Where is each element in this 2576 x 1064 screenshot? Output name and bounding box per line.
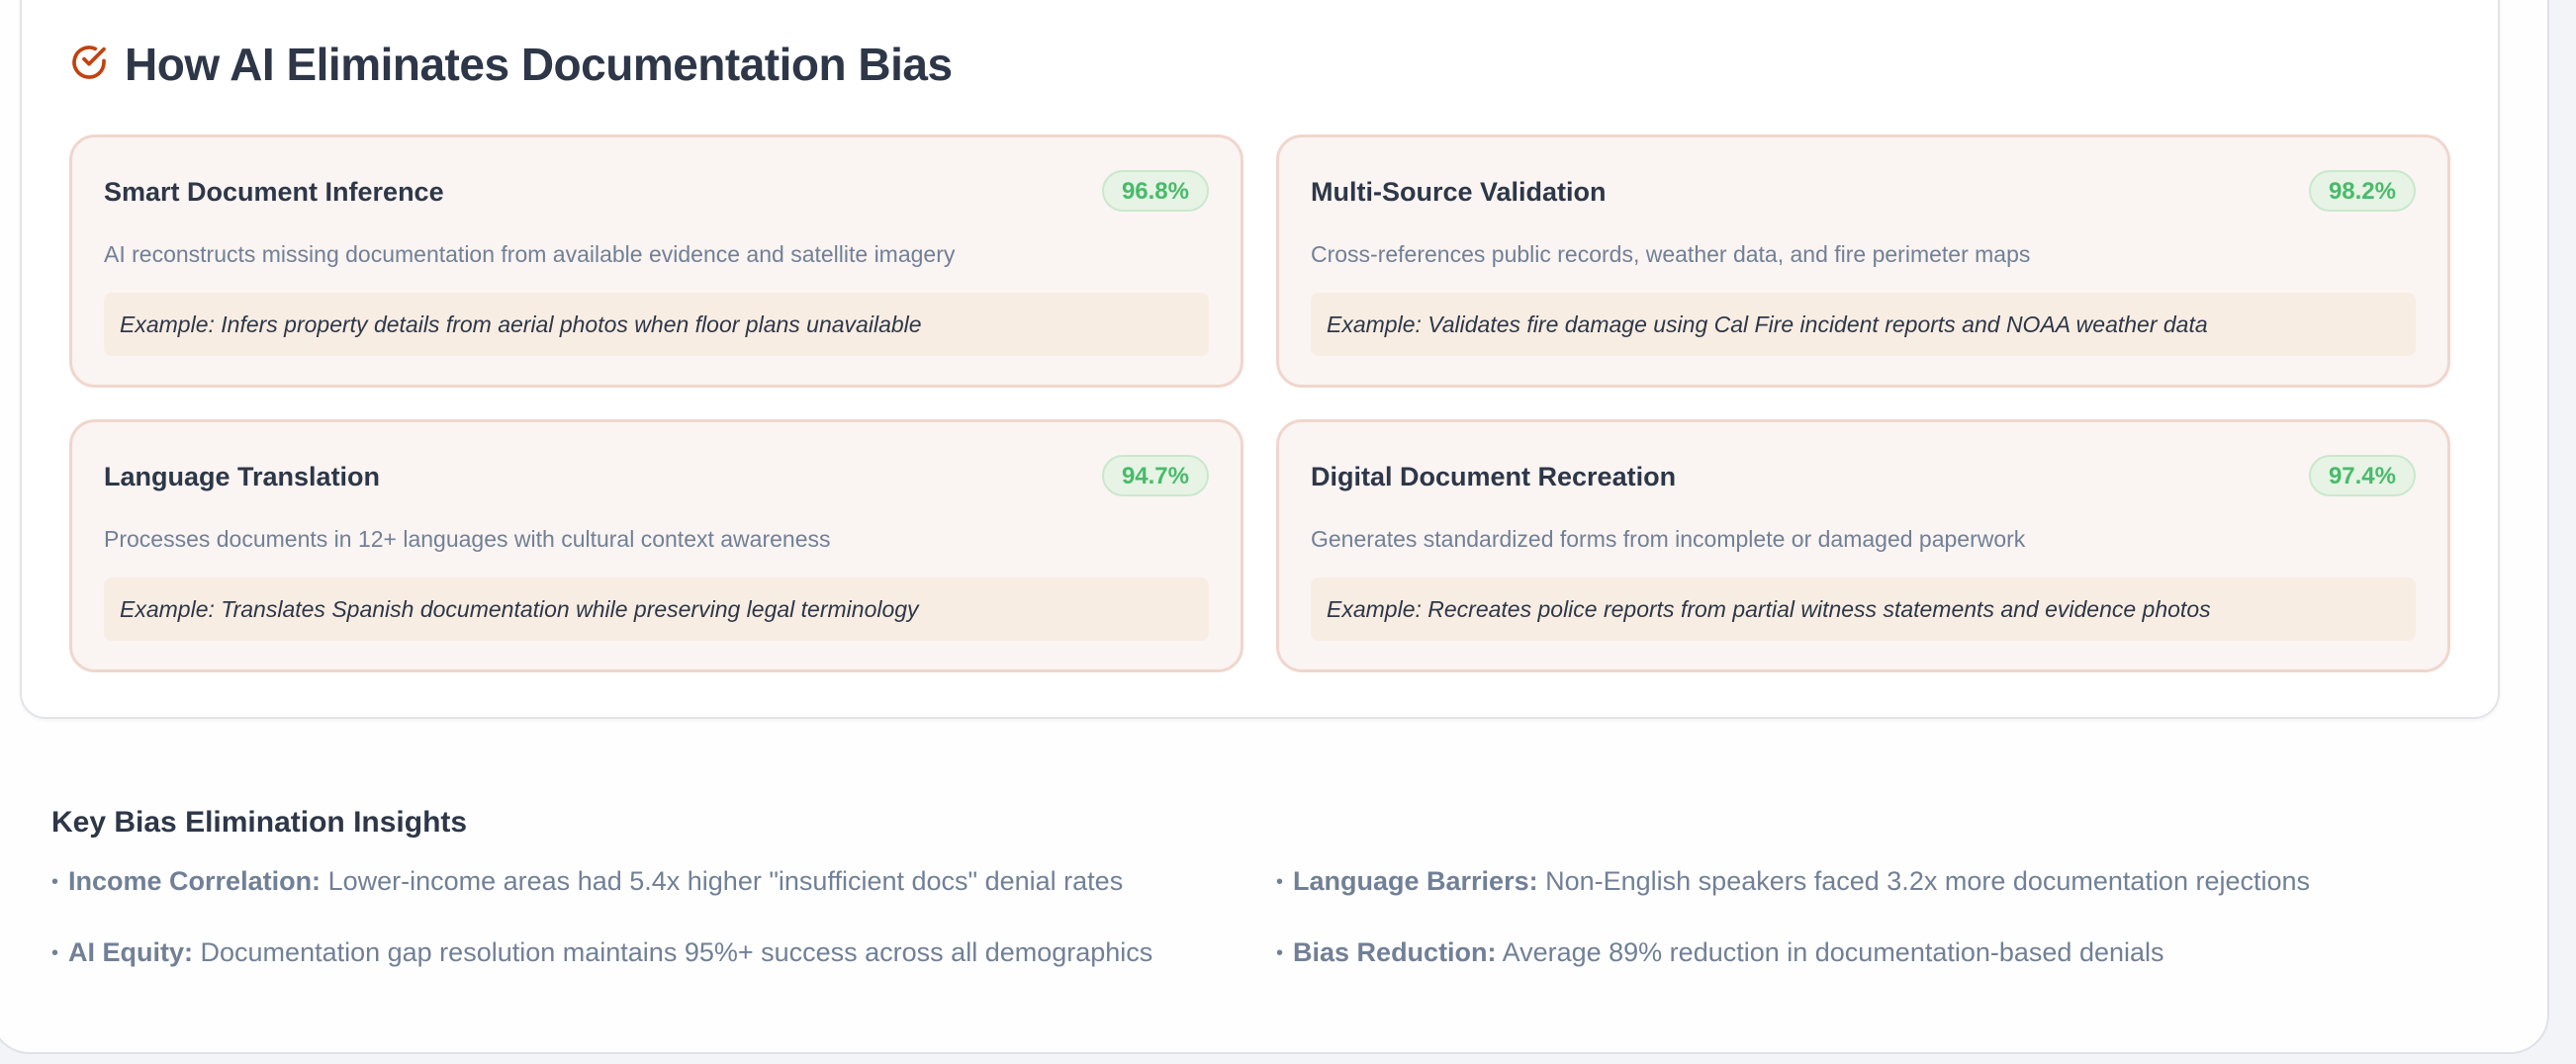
accuracy-badge: 96.8% — [1101, 170, 1209, 212]
card-title: Language Translation — [104, 462, 381, 491]
insight-text: Lower-income areas had 5.4x higher "insu… — [327, 866, 1124, 896]
card-example: Example: Validates fire damage using Cal… — [1311, 293, 2416, 356]
card-example: Example: Infers property details from ae… — [104, 293, 1209, 356]
feature-card: Language Translation 94.7% Processes doc… — [69, 419, 1243, 672]
accuracy-badge: 98.2% — [2308, 170, 2416, 212]
card-description: Processes documents in 12+ languages wit… — [104, 526, 831, 552]
insight-item: • AI Equity: Documentation gap resolution… — [51, 937, 1152, 968]
insight-label: AI Equity: — [68, 937, 194, 967]
accuracy-badge: 97.4% — [2308, 455, 2416, 496]
section-title: How AI Eliminates Documentation Bias — [125, 39, 953, 90]
card-description: AI reconstructs missing documentation fr… — [104, 241, 956, 267]
feature-card: Digital Document Recreation 97.4% Genera… — [1276, 419, 2450, 672]
insight-text: Average 89% reduction in documentation-b… — [1502, 937, 2164, 967]
card-description: Cross-references public records, weather… — [1311, 241, 2031, 267]
card-title: Smart Document Inference — [104, 177, 444, 207]
insight-item: • Language Barriers: Non-English speakers… — [1276, 866, 2310, 897]
insight-text: Non-English speakers faced 3.2x more doc… — [1545, 866, 2311, 896]
insight-label: Language Barriers: — [1293, 866, 1538, 896]
feature-card: Smart Document Inference 96.8% AI recons… — [69, 134, 1243, 388]
check-circle-icon — [69, 43, 109, 87]
insight-text: Documentation gap resolution maintains 9… — [200, 937, 1153, 967]
card-description: Generates standardized forms from incomp… — [1311, 526, 2026, 552]
feature-card: Multi-Source Validation 98.2% Cross-refe… — [1276, 134, 2450, 388]
card-example: Example: Translates Spanish documentatio… — [104, 577, 1209, 641]
insight-label: Income Correlation: — [68, 866, 322, 896]
card-title: Multi-Source Validation — [1311, 177, 1607, 207]
bullet-icon: • — [1276, 871, 1284, 894]
card-title: Digital Document Recreation — [1311, 462, 1677, 491]
insight-label: Bias Reduction: — [1293, 937, 1497, 967]
bullet-icon: • — [1276, 942, 1284, 965]
insight-item: • Income Correlation: Lower-income areas … — [51, 866, 1123, 897]
card-example: Example: Recreates police reports from p… — [1311, 577, 2416, 641]
accuracy-badge: 94.7% — [1101, 455, 1209, 496]
insights-title: Key Bias Elimination Insights — [51, 806, 468, 839]
insight-item: • Bias Reduction: Average 89% reduction i… — [1276, 937, 2164, 968]
bullet-icon: • — [51, 942, 59, 965]
bullet-icon: • — [51, 871, 59, 894]
section-header: How AI Eliminates Documentation Bias — [69, 38, 953, 91]
